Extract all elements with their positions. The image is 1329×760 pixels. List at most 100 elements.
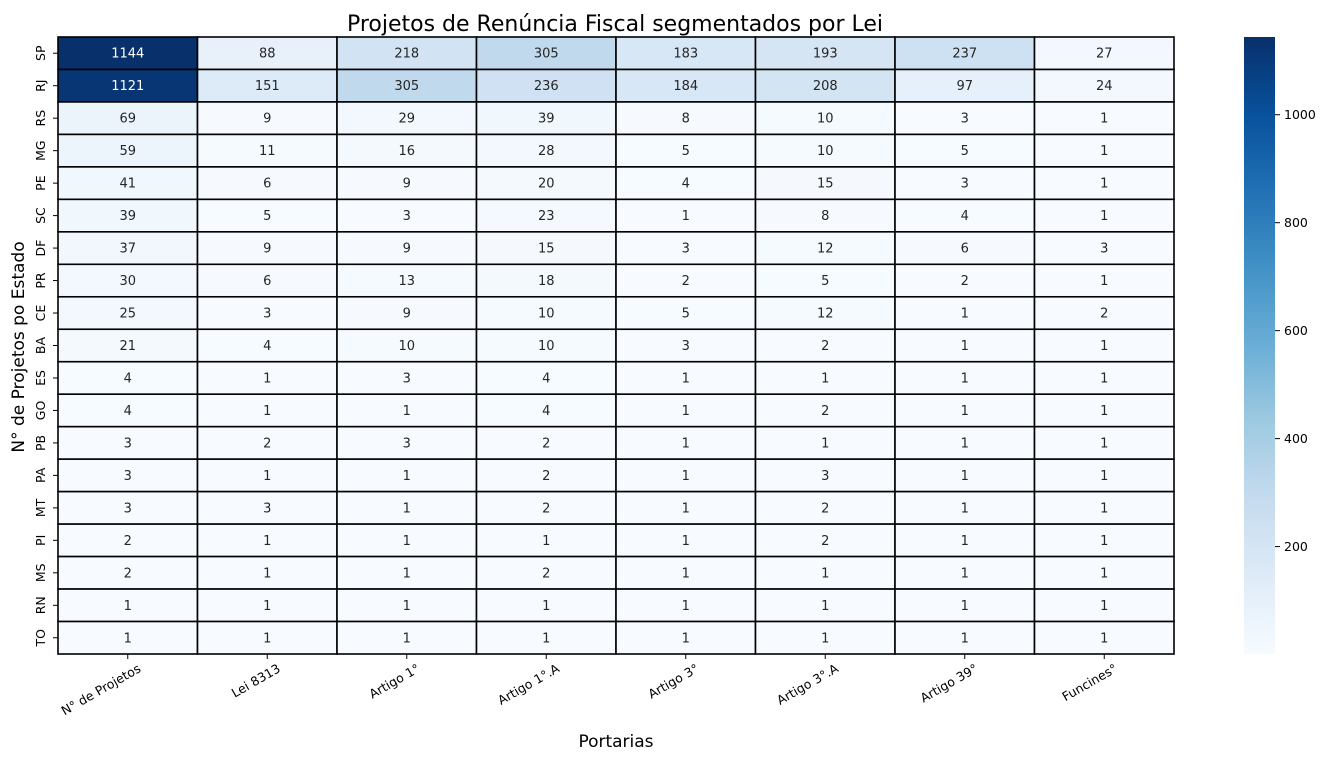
cell-value-label: 1	[542, 599, 550, 614]
heatmap-cell	[1033, 425, 1175, 460]
cell-value-label: 8	[821, 209, 829, 224]
heatmap-cell	[196, 425, 338, 460]
cell-value-label: 1	[403, 599, 411, 614]
cell-value-label: 1	[821, 631, 829, 646]
cell-value-label: 2	[961, 274, 969, 289]
row-tick-label: PB	[33, 435, 48, 451]
heatmap-cell	[475, 458, 617, 493]
cell-value-label: 1	[263, 371, 271, 386]
heatmap-cell	[1033, 360, 1175, 396]
cell-value-label: 4	[263, 339, 271, 354]
heatmap-cell	[894, 490, 1036, 525]
heatmap-cell	[57, 555, 199, 590]
cell-value-label: 1	[1100, 566, 1108, 581]
cell-value-label: 1	[682, 566, 690, 581]
cell-value-label: 1	[682, 631, 690, 646]
cell-value-label: 39	[538, 112, 555, 127]
cell-value-label: 2	[682, 274, 690, 289]
heatmap-cell	[196, 198, 338, 233]
column-tick-label: Lei 8313	[229, 661, 283, 701]
heatmap-cell	[754, 328, 896, 363]
heatmap-cell	[615, 328, 757, 363]
heatmap-cell	[615, 198, 757, 233]
cell-value-label: 237	[952, 47, 977, 62]
cell-value-label: 1	[1100, 177, 1108, 192]
row-tick-label: CE	[33, 305, 48, 322]
cell-value-label: 9	[403, 242, 411, 257]
heatmap-cell	[754, 458, 896, 493]
cell-value-label: 21	[119, 339, 136, 354]
heatmap-cell	[615, 166, 757, 201]
colorbar-tick-label: 200	[1284, 539, 1308, 554]
heatmap-cell	[615, 101, 757, 136]
cell-value-label: 1	[682, 469, 690, 484]
heatmap-cell	[475, 620, 617, 655]
cell-value-label: 16	[398, 144, 415, 159]
cell-value-label: 59	[119, 144, 136, 159]
cell-value-label: 3	[124, 436, 132, 451]
colorbar-tick-label: 1000	[1284, 107, 1316, 122]
cell-value-label: 236	[534, 79, 559, 94]
row-tick-label: PA	[33, 467, 48, 483]
cell-value-label: 184	[673, 79, 698, 94]
heatmap-cell	[336, 555, 478, 590]
cell-value-label: 1	[403, 631, 411, 646]
cell-value-label: 1	[682, 371, 690, 386]
cell-value-label: 1	[1100, 209, 1108, 224]
heatmap-cell	[894, 133, 1036, 168]
cell-value-label: 183	[673, 47, 698, 62]
cell-value-label: 6	[961, 242, 969, 257]
cell-value-label: 1121	[111, 79, 144, 94]
cell-value-label: 305	[394, 79, 419, 94]
cell-value-label: 3	[263, 501, 271, 516]
heatmap-cell	[1033, 198, 1175, 233]
heatmap-cell	[615, 133, 757, 168]
cell-value-label: 4	[961, 209, 969, 224]
cell-value-label: 1	[1100, 339, 1108, 354]
heatmap-cell	[57, 393, 199, 428]
cell-value-label: 208	[813, 79, 838, 94]
cell-value-label: 1	[961, 307, 969, 322]
cell-value-label: 3	[403, 371, 411, 386]
cell-value-label: 1	[961, 371, 969, 386]
column-tick-label: Artigo 3°.A	[774, 660, 841, 707]
cell-value-label: 2	[542, 469, 550, 484]
cell-value-label: 1	[263, 469, 271, 484]
cell-value-label: 1	[682, 501, 690, 516]
column-tick-label: Artigo 1°	[366, 661, 422, 702]
y-axis-label: N° de Projetos po Estado	[9, 241, 29, 452]
cell-value-label: 1	[1100, 144, 1108, 159]
cell-value-label: 1	[961, 631, 969, 646]
cell-value-label: 2	[1100, 307, 1108, 322]
heatmap-cell	[336, 231, 478, 266]
heatmap-cell	[894, 101, 1036, 136]
heatmap-cell	[336, 263, 478, 298]
cell-value-label: 10	[538, 307, 555, 322]
heatmap-cell	[754, 588, 896, 623]
cell-value-label: 27	[1096, 47, 1113, 62]
heatmap-cell	[336, 490, 478, 525]
column-tick-label: Artigo 1°.A	[495, 660, 562, 707]
heatmap-cell	[894, 393, 1036, 428]
row-tick-label: TO	[33, 629, 48, 648]
row-tick-label: MT	[33, 498, 48, 517]
cell-value-label: 1	[403, 501, 411, 516]
row-tick-label: PI	[33, 535, 48, 546]
cell-value-label: 4	[542, 404, 550, 419]
cell-value-label: 1	[263, 534, 271, 549]
row-tick-label: RN	[33, 596, 48, 614]
heatmap-cell	[1033, 523, 1175, 558]
row-tick-labels: SP RJ RS MG PE SC DF PR CE BA ES GO PB PA MT PI MS RN TO	[33, 45, 58, 648]
heatmap-cell	[1033, 68, 1175, 103]
heatmap-cell	[336, 620, 478, 655]
cell-value-label: 1	[1100, 501, 1108, 516]
cell-value-label: 2	[124, 566, 132, 581]
cell-value-label: 3	[682, 339, 690, 354]
cell-value-label: 1	[403, 404, 411, 419]
cell-value-label: 6	[263, 274, 271, 289]
cell-value-label: 13	[398, 274, 415, 289]
chart-title: Projetos de Renúncia Fiscal segmentados …	[347, 12, 883, 37]
cell-value-label: 1	[1100, 469, 1108, 484]
heatmap-cell	[1033, 36, 1175, 71]
cell-value-label: 15	[817, 177, 834, 192]
